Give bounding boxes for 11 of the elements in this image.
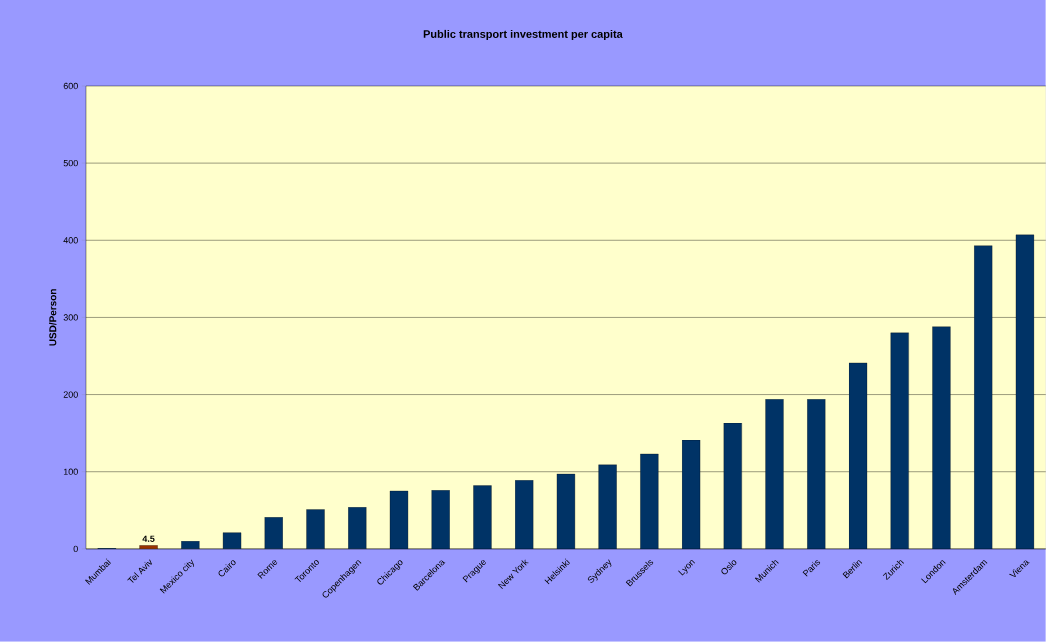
y-tick-label: 0 (73, 545, 78, 553)
data-label: 4.5 (142, 535, 155, 542)
y-tick-label: 600 (63, 82, 78, 90)
y-tick-label: 200 (63, 391, 78, 398)
y-tick-label: 300 (63, 314, 78, 321)
y-tick-label: 400 (63, 237, 78, 244)
y-tick-label: 500 (63, 160, 78, 167)
y-tick-label: 100 (63, 468, 78, 475)
x-tick-label: Oslo (721, 560, 737, 575)
chart-title: Public transport investment per capita (423, 29, 623, 41)
y-axis-title: USD/Person (49, 289, 57, 346)
